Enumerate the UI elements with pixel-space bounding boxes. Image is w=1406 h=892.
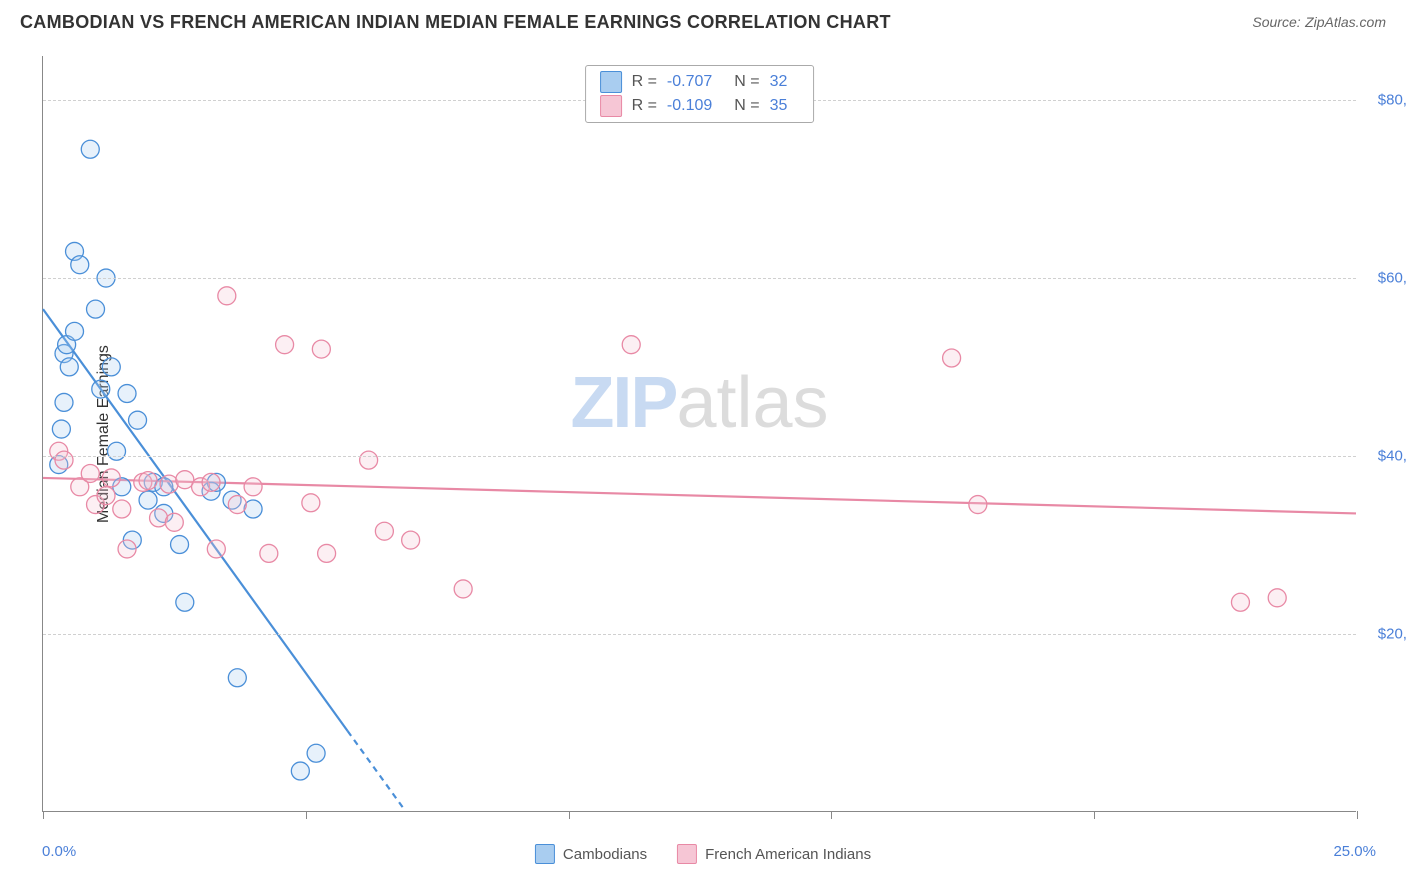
stat-R-value-1: -0.109 — [667, 97, 712, 115]
y-tick-label: $20,000 — [1378, 626, 1406, 643]
chart-area: Median Female Earnings ZIPatlas $20,000$… — [42, 56, 1356, 812]
top-legend-row-1: R = -0.109 N = 35 — [600, 94, 800, 118]
y-tick-label: $40,000 — [1378, 448, 1406, 465]
top-legend-box: R = -0.707 N = 32 R = -0.109 N = 35 — [585, 65, 815, 123]
scatter-plot-svg — [43, 56, 1356, 811]
stat-R-label: R = — [632, 97, 657, 115]
legend-swatch-french-icon — [600, 95, 622, 117]
legend-item-cambodians: Cambodians — [535, 844, 647, 864]
x-tick — [43, 811, 44, 819]
x-tick — [831, 811, 832, 819]
x-tick — [569, 811, 570, 819]
page-title: CAMBODIAN VS FRENCH AMERICAN INDIAN MEDI… — [20, 12, 891, 33]
source-label: Source: — [1252, 14, 1300, 30]
stat-R-label: R = — [632, 73, 657, 91]
stat-N-value-1: 35 — [770, 97, 788, 115]
header: CAMBODIAN VS FRENCH AMERICAN INDIAN MEDI… — [0, 0, 1406, 41]
legend-label: Cambodians — [563, 846, 647, 863]
gridline — [43, 278, 1356, 279]
stat-N-value-0: 32 — [770, 73, 788, 91]
stat-N-label: N = — [734, 73, 759, 91]
stat-R-value-0: -0.707 — [667, 73, 712, 91]
x-axis-min-label: 0.0% — [42, 843, 76, 860]
x-tick — [1357, 811, 1358, 819]
stat-N-label: N = — [734, 97, 759, 115]
x-tick — [306, 811, 307, 819]
gridline — [43, 456, 1356, 457]
source-value: ZipAtlas.com — [1305, 14, 1386, 30]
legend-swatch-cambodians-icon — [535, 844, 555, 864]
legend-swatch-cambodians-icon — [600, 71, 622, 93]
gridline — [43, 634, 1356, 635]
top-legend-row-0: R = -0.707 N = 32 — [600, 70, 800, 94]
y-tick-label: $60,000 — [1378, 270, 1406, 287]
x-tick — [1094, 811, 1095, 819]
bottom-legend: Cambodians French American Indians — [535, 844, 871, 864]
source: Source: ZipAtlas.com — [1252, 14, 1386, 32]
legend-swatch-french-icon — [677, 844, 697, 864]
y-tick-label: $80,000 — [1378, 92, 1406, 109]
legend-item-french: French American Indians — [677, 844, 871, 864]
x-axis-max-label: 25.0% — [1333, 843, 1376, 860]
legend-label: French American Indians — [705, 846, 871, 863]
